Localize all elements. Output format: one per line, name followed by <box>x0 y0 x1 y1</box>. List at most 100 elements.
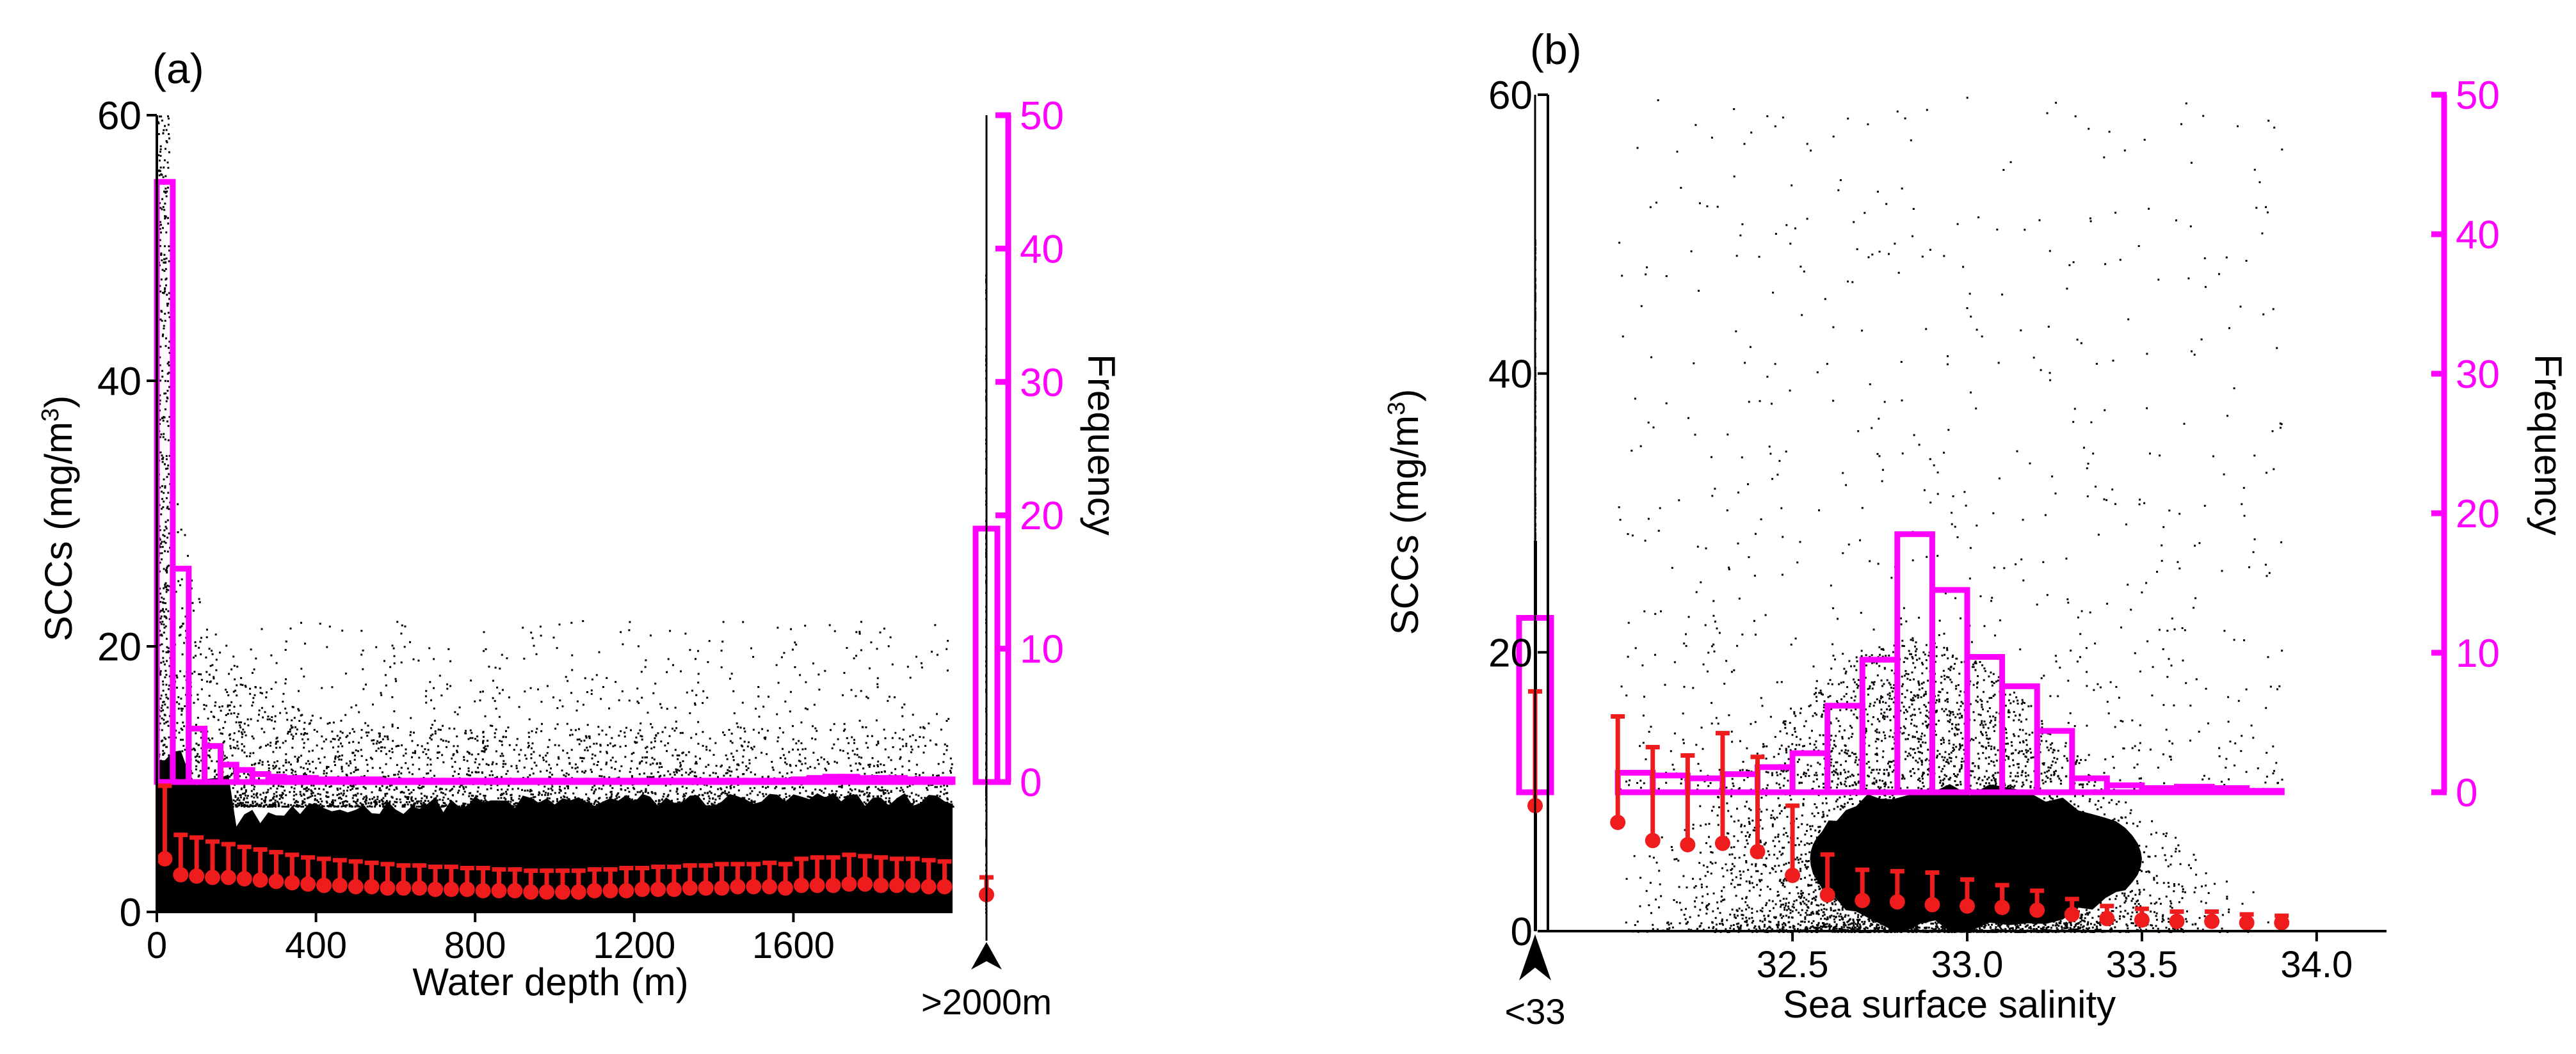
median-point <box>1960 898 1975 914</box>
median-marker <box>698 863 714 896</box>
median-marker <box>746 861 762 895</box>
median-point <box>650 881 666 897</box>
x-tick-label: 32.5 <box>1757 944 1829 986</box>
histogram-bar <box>2209 785 2250 795</box>
panel-a-y-right-label: Frequency <box>1080 354 1123 535</box>
median-point <box>777 880 793 896</box>
median-marker <box>252 847 268 888</box>
panel-a-axes: 0 20 40 60 0 400 800 1200 1600 0 10 20 30 40 50 <box>97 94 1064 966</box>
median-marker <box>316 856 332 893</box>
median-point <box>746 879 762 895</box>
panel-a-label: (a) <box>152 45 204 92</box>
median-point <box>1785 867 1801 883</box>
median-marker <box>2064 897 2080 922</box>
median-point <box>2274 914 2290 930</box>
median-marker <box>428 864 444 897</box>
median-point <box>412 880 428 896</box>
median-marker <box>220 842 236 886</box>
median-marker <box>730 861 746 895</box>
dense-point-cloud <box>1810 784 2142 931</box>
median-marker <box>1785 803 1801 883</box>
x-tick-label: 1600 <box>752 925 835 966</box>
median-point <box>428 881 444 897</box>
median-marker <box>364 860 380 895</box>
panel-a-frequency-histogram <box>154 179 1001 785</box>
x-tick-label: 34.0 <box>2280 944 2353 986</box>
panel-a-outside-annotation: >2000m <box>921 982 1052 1022</box>
median-point <box>364 879 380 895</box>
panel-b-outside-annotation: <33 <box>1505 991 1566 1032</box>
x-tick-label: 33.5 <box>2105 944 2178 986</box>
y-left-tick-label: 0 <box>1511 910 1533 954</box>
median-marker <box>1680 753 1696 852</box>
y-right-tick-label: 50 <box>1020 94 1064 138</box>
median-point <box>507 882 523 898</box>
median-marker <box>284 852 300 891</box>
median-marker <box>825 855 841 893</box>
y-right-tick-label: 20 <box>2456 492 2500 536</box>
y-left-tick-label: 0 <box>120 891 141 935</box>
median-point <box>252 872 268 888</box>
median-point <box>841 876 857 892</box>
median-marker <box>1924 870 1940 913</box>
median-marker <box>889 856 905 893</box>
median-marker <box>1714 731 1730 851</box>
median-point <box>236 871 252 887</box>
median-marker <box>1645 744 1661 849</box>
x-tick-label: 400 <box>285 925 347 966</box>
median-point <box>539 884 555 900</box>
median-point <box>316 877 332 893</box>
y-left-tick-label: 60 <box>1488 74 1533 118</box>
median-point <box>602 882 618 898</box>
median-point <box>762 879 778 895</box>
median-point <box>825 877 841 893</box>
median-marker <box>682 863 698 896</box>
median-point <box>189 868 205 884</box>
median-marker <box>777 861 793 896</box>
median-point <box>730 879 746 895</box>
median-point <box>268 874 284 890</box>
x-tick-label: 1200 <box>593 925 675 966</box>
median-marker <box>2029 888 2045 918</box>
median-point <box>348 879 364 895</box>
median-point <box>2134 912 2150 928</box>
median-marker <box>491 867 507 898</box>
median-marker <box>412 863 428 896</box>
median-marker <box>650 864 666 897</box>
median-marker <box>921 858 937 895</box>
y-right-tick-label: 0 <box>2456 771 2477 815</box>
median-marker <box>857 854 873 892</box>
median-point <box>491 882 507 898</box>
median-point <box>618 882 634 898</box>
median-point <box>2204 913 2220 929</box>
median-marker <box>2169 909 2185 929</box>
median-marker <box>1819 852 1835 903</box>
median-point <box>921 879 937 895</box>
median-marker <box>396 863 412 896</box>
median-point <box>459 881 475 897</box>
median-point <box>220 870 236 886</box>
median-marker <box>2099 904 2115 927</box>
median-point <box>905 877 921 893</box>
median-point <box>1714 835 1730 851</box>
median-marker <box>348 859 364 895</box>
median-marker <box>380 861 396 896</box>
y-right-tick-label: 10 <box>2456 632 2500 676</box>
median-marker <box>539 868 555 900</box>
x-tick-label: 0 <box>147 925 167 966</box>
y-right-tick-label: 40 <box>1020 227 1064 271</box>
median-point <box>586 882 602 898</box>
median-marker <box>2274 913 2290 930</box>
median-point <box>793 877 809 893</box>
panel-a: 0 20 40 60 0 400 800 1200 1600 0 10 20 30 40 50 (a) SC… <box>37 45 1123 1022</box>
median-point <box>475 882 491 898</box>
median-marker <box>554 868 570 900</box>
median-point <box>698 880 714 896</box>
panel-a-y-left-label: SCCs (mg/m3) <box>37 395 80 641</box>
median-marker <box>157 783 173 866</box>
median-point <box>1750 843 1766 859</box>
median-marker <box>714 861 730 896</box>
y-right-tick-label: 20 <box>1020 494 1064 538</box>
median-marker <box>841 852 857 892</box>
median-point <box>1855 893 1871 909</box>
